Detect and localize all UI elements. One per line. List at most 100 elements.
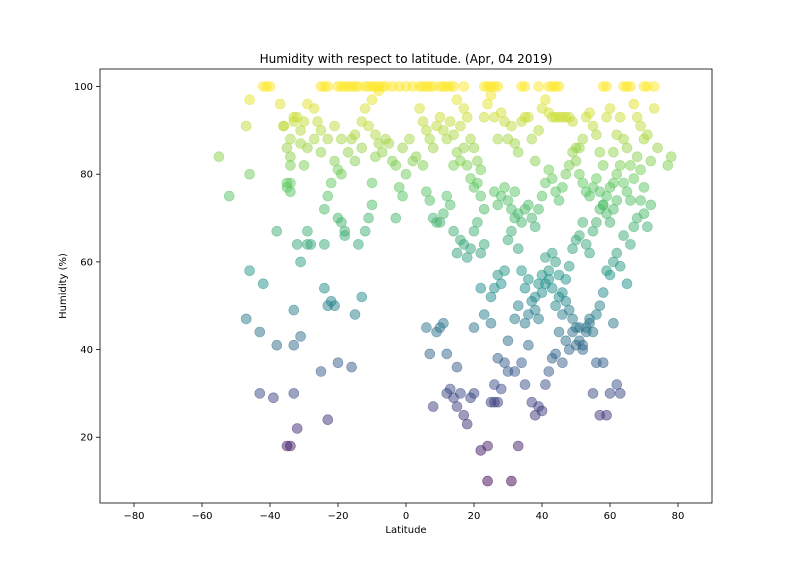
data-point — [336, 168, 347, 180]
data-point — [645, 155, 657, 167]
data-point — [635, 120, 646, 132]
data-point — [648, 81, 660, 92]
data-point — [614, 160, 626, 171]
data-point — [475, 282, 487, 294]
data-point — [271, 225, 283, 237]
data-point — [424, 195, 436, 206]
data-point — [390, 212, 402, 224]
data-point — [363, 212, 374, 224]
data-point — [594, 300, 606, 312]
data-point — [543, 366, 555, 377]
data-point — [523, 339, 534, 351]
data-point — [465, 243, 476, 254]
data-point — [533, 278, 544, 290]
data-point — [461, 418, 473, 430]
data-point — [274, 98, 286, 110]
data-point — [461, 111, 473, 123]
data-point — [519, 317, 531, 329]
y-tick-label: 40 — [80, 345, 93, 356]
data-point — [512, 147, 524, 158]
data-point — [495, 383, 507, 395]
data-point — [482, 98, 493, 110]
data-point — [359, 225, 371, 237]
data-point — [594, 186, 606, 197]
data-point — [519, 81, 531, 92]
data-point — [322, 81, 334, 92]
data-point — [468, 142, 480, 154]
data-point — [604, 217, 616, 228]
data-point — [570, 155, 582, 167]
data-point — [451, 247, 463, 259]
data-point — [635, 195, 646, 206]
data-point — [427, 142, 439, 154]
data-point — [257, 278, 269, 290]
data-point — [546, 173, 558, 184]
data-point — [502, 335, 514, 347]
data-point — [448, 129, 459, 141]
data-point — [523, 199, 534, 211]
data-point — [502, 195, 514, 206]
data-point — [506, 120, 517, 132]
data-point — [461, 252, 473, 263]
data-point — [370, 129, 381, 141]
data-point — [366, 177, 378, 189]
data-point — [478, 239, 490, 250]
data-point — [512, 300, 524, 312]
data-point — [329, 120, 340, 132]
data-point — [461, 160, 473, 171]
data-point — [618, 230, 629, 241]
data-point — [597, 357, 609, 369]
data-point — [349, 155, 361, 167]
data-point — [302, 225, 313, 237]
data-point — [608, 317, 619, 329]
data-point — [458, 81, 470, 92]
data-point — [611, 379, 623, 390]
data-point — [557, 357, 568, 369]
data-point — [312, 116, 323, 127]
data-point — [492, 199, 504, 211]
data-point — [281, 177, 293, 189]
data-point — [434, 111, 446, 123]
data-point — [506, 475, 517, 487]
data-point — [642, 221, 653, 233]
data-point — [485, 90, 497, 101]
data-point — [322, 414, 334, 426]
data-point — [417, 160, 429, 171]
data-point — [285, 440, 296, 452]
data-point — [455, 388, 466, 399]
y-tick-label: 100 — [74, 82, 93, 93]
data-point — [560, 168, 572, 180]
data-point — [302, 98, 313, 110]
data-point — [254, 326, 266, 338]
data-point — [448, 225, 459, 237]
data-point — [291, 111, 303, 123]
data-point — [495, 278, 507, 290]
data-point — [315, 147, 327, 158]
data-point — [540, 252, 551, 263]
x-tick-label: −40 — [259, 511, 280, 522]
data-point — [475, 164, 487, 176]
data-point — [424, 133, 436, 145]
data-point — [591, 217, 602, 228]
data-point — [557, 182, 568, 193]
data-point — [611, 247, 623, 259]
data-point — [438, 208, 449, 219]
data-point — [305, 239, 317, 250]
data-point — [516, 265, 527, 277]
data-point — [492, 352, 504, 364]
data-point — [526, 133, 538, 145]
data-point — [468, 322, 480, 333]
data-point — [376, 81, 388, 92]
y-axis-ticks: 20 40 60 80 100 — [74, 82, 100, 444]
data-point — [604, 388, 616, 399]
data-point — [336, 133, 347, 145]
data-point — [332, 357, 344, 369]
data-point — [366, 94, 378, 105]
data-point — [441, 348, 453, 360]
data-point — [591, 309, 602, 320]
data-point — [376, 147, 388, 158]
data-point — [240, 120, 252, 132]
data-point — [390, 160, 402, 171]
x-tick-label: −60 — [191, 511, 212, 522]
data-point — [448, 81, 459, 92]
